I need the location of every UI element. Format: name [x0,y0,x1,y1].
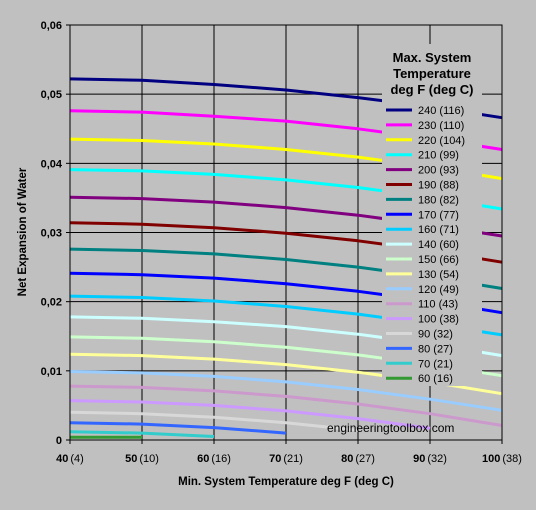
series-line [69,370,503,412]
legend-entry: 230 (110) [418,120,464,132]
series-line [69,421,287,435]
legend-title: deg F (deg C) [390,82,473,97]
y-tick-label: 0,03 [41,228,62,240]
series-line [69,410,359,432]
axes: 0 0,01 0,02 0,03 0,04 0,05 0,06 40 (4) 50 (10) 60 (1… [41,20,522,465]
legend-entry: 150 (66) [418,254,459,266]
legend-entry: 120 (49) [418,284,459,296]
x-tick-label: 60 (16) [197,453,231,465]
legend-title: Temperature [393,66,471,81]
y-tick-label: 0,06 [41,20,62,32]
legend-entry: 200 (93) [418,165,459,177]
watermark-text: engineeringtoolbox.com [327,421,454,435]
legend-entry: 130 (54) [418,269,459,281]
legend-entry: 210 (99) [418,150,459,162]
y-tick-label: 0,05 [41,89,62,101]
x-tick-label: 80 (27) [341,453,375,465]
legend-entry: 70 (21) [418,358,453,370]
y-tick-label: 0,02 [41,297,62,309]
x-tick-label: 50 (10) [125,453,159,465]
y-tick-label: 0,04 [41,158,63,170]
x-tick-label: 70 (21) [269,453,303,465]
x-axis-label: Min. System Temperature deg F (deg C) [178,476,394,488]
legend-entry: 100 (38) [418,314,459,326]
y-tick-label: 0 [56,435,62,447]
series-line [69,430,215,438]
legend-entry: 90 (32) [418,329,453,341]
y-tick-label: 0,01 [41,366,62,378]
legend-entry: 140 (60) [418,239,459,251]
legend-entry: 240 (116) [418,105,464,117]
legend-entry: 80 (27) [418,343,453,355]
legend-title: Max. System [393,50,472,65]
series-line [69,384,503,427]
legend-entry: 170 (77) [418,209,459,221]
legend-entry: 180 (82) [418,194,459,206]
legend-entry: 60 (16) [418,373,453,385]
x-tick-label: 40 (4) [56,453,84,465]
legend-entry: 190 (88) [418,180,459,192]
series-line [69,399,431,430]
x-tick-label: 90 (32) [413,453,447,465]
x-tick-label: 100 (38) [482,453,522,465]
legend-entry: 160 (71) [418,224,459,236]
y-axis-label: Net Expansion of Water [17,167,29,296]
legend-entry: 110 (43) [418,299,458,311]
legend-entry: 220 (104) [418,135,465,147]
